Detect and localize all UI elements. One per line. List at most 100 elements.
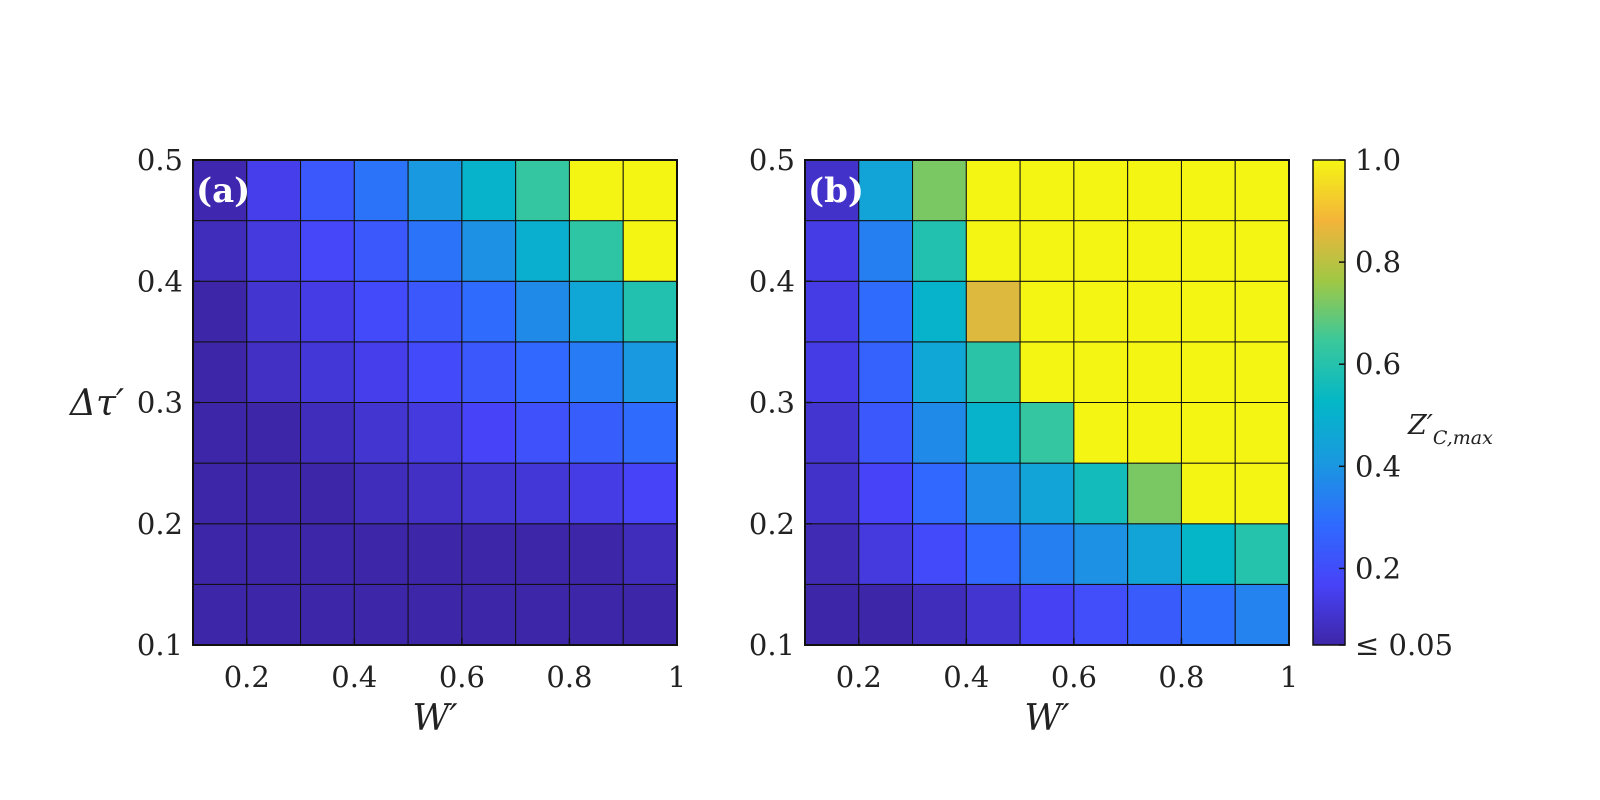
heatmap-cell <box>1180 159 1236 222</box>
heatmap-cell <box>246 159 302 222</box>
y-tick-label: 0.3 <box>749 386 795 420</box>
x-tick-label: 0.6 <box>439 660 485 694</box>
heatmap-cell <box>1127 402 1182 464</box>
heatmap-cell <box>568 220 624 282</box>
colorbar: ≤ 0.05 0.2 0.4 0.6 0.8 1.0 Z′C,max <box>1312 143 1493 662</box>
y-tick-label: 0.2 <box>137 507 183 541</box>
heatmap-cell <box>1073 341 1129 403</box>
x-tick-label: 1 <box>668 660 686 694</box>
heatmap-cell <box>192 523 248 585</box>
heatmap-cell <box>1234 220 1290 282</box>
heatmap-cell <box>622 341 678 403</box>
heatmap-cell <box>192 402 248 464</box>
heatmap-cell <box>246 341 302 403</box>
x-axis-label-a: W′ <box>412 698 457 739</box>
heatmap-cell <box>1127 583 1182 646</box>
heatmap-cell <box>858 220 914 282</box>
heatmap-cell <box>622 523 678 585</box>
heatmap-cell <box>1127 220 1182 282</box>
heatmap-cell <box>300 583 355 646</box>
heatmap-cell <box>965 280 1021 343</box>
heatmap-cell <box>1234 159 1290 222</box>
heatmap-cell <box>804 523 860 585</box>
heatmap-cell <box>858 280 914 343</box>
heatmap-cell <box>1180 523 1236 585</box>
heatmap-cell <box>1180 341 1236 403</box>
x-ticks-a: 0.2 0.4 0.6 0.8 1 <box>224 638 686 694</box>
heatmap-cell <box>461 583 517 646</box>
heatmap-cell <box>568 462 624 525</box>
heatmap-cell <box>461 462 517 525</box>
heatmap-cell <box>858 159 914 222</box>
heatmap-cell <box>965 523 1021 585</box>
heatmap-cell <box>1019 583 1075 646</box>
heatmap-cell <box>461 220 517 282</box>
x-tick-label: 0.6 <box>1051 660 1097 694</box>
heatmap-cell <box>300 523 355 585</box>
heatmap-cell <box>515 280 570 343</box>
colorbar-ticks: ≤ 0.05 0.2 0.4 0.6 0.8 1.0 <box>1339 143 1453 662</box>
heatmap-cell <box>192 341 248 403</box>
heatmap-panel-b: 0.2 0.4 0.6 0.8 1 0.1 0.2 0.3 0.4 0.5 (b) W′ <box>749 143 1298 739</box>
heatmap-cell <box>912 280 967 343</box>
heatmap-cell <box>912 159 967 222</box>
y-tick-label: 0.2 <box>749 507 795 541</box>
heatmap-cell <box>192 462 248 525</box>
heatmap-cell <box>1234 280 1290 343</box>
x-tick-label: 0.2 <box>836 660 882 694</box>
colorbar-label: Z′C,max <box>1407 410 1493 449</box>
x-axis-label-b: W′ <box>1024 698 1069 739</box>
heatmap-cell <box>407 220 463 282</box>
heatmap-cell <box>1127 523 1182 585</box>
heatmap-cell <box>353 523 409 585</box>
heatmap-cell <box>300 220 355 282</box>
heatmap-cell <box>1019 402 1075 464</box>
heatmap-cell <box>300 462 355 525</box>
heatmap-cell <box>1073 280 1129 343</box>
heatmap-cell <box>300 402 355 464</box>
heatmap-cell <box>912 220 967 282</box>
heatmap-cell <box>515 402 570 464</box>
heatmap-cell <box>246 220 302 282</box>
x-tick-label: 0.8 <box>1158 660 1204 694</box>
heatmap-cell <box>912 523 967 585</box>
heatmap-cell <box>804 280 860 343</box>
heatmap-cell <box>568 341 624 403</box>
x-tick-label: 0.8 <box>546 660 592 694</box>
heatmap-cell <box>858 583 914 646</box>
heatmap-cell <box>192 280 248 343</box>
colorbar-tick-label: 0.2 <box>1355 551 1401 585</box>
heatmap-cell <box>965 583 1021 646</box>
heatmap-cell <box>1234 341 1290 403</box>
heatmap-cell <box>965 341 1021 403</box>
panel-label-a: (a) <box>196 171 250 211</box>
heatmap-cell <box>1019 523 1075 585</box>
heatmap-cell <box>568 523 624 585</box>
y-tick-label: 0.5 <box>137 143 183 177</box>
heatmap-cell <box>461 523 517 585</box>
heatmap-cell <box>407 159 463 222</box>
heatmap-cells-b <box>804 159 1290 646</box>
heatmap-cell <box>515 523 570 585</box>
heatmap-cell <box>1073 402 1129 464</box>
heatmap-cell <box>804 462 860 525</box>
heatmap-cell <box>912 341 967 403</box>
heatmap-cell <box>246 523 302 585</box>
colorbar-tick-label: 1.0 <box>1355 143 1401 177</box>
heatmap-cell <box>1073 523 1129 585</box>
heatmap-cell <box>353 402 409 464</box>
heatmap-cell <box>965 220 1021 282</box>
heatmap-cell <box>407 280 463 343</box>
heatmap-cell <box>407 462 463 525</box>
heatmap-cell <box>407 402 463 464</box>
heatmap-cell <box>804 341 860 403</box>
y-tick-label: 0.4 <box>749 264 795 298</box>
y-tick-label: 0.4 <box>137 264 183 298</box>
heatmap-cell <box>1180 583 1236 646</box>
heatmap-cell <box>804 583 860 646</box>
heatmap-cell <box>515 159 570 222</box>
heatmap-cell <box>300 341 355 403</box>
heatmap-cell <box>1073 462 1129 525</box>
heatmap-cell <box>622 462 678 525</box>
heatmap-cell <box>804 159 860 222</box>
